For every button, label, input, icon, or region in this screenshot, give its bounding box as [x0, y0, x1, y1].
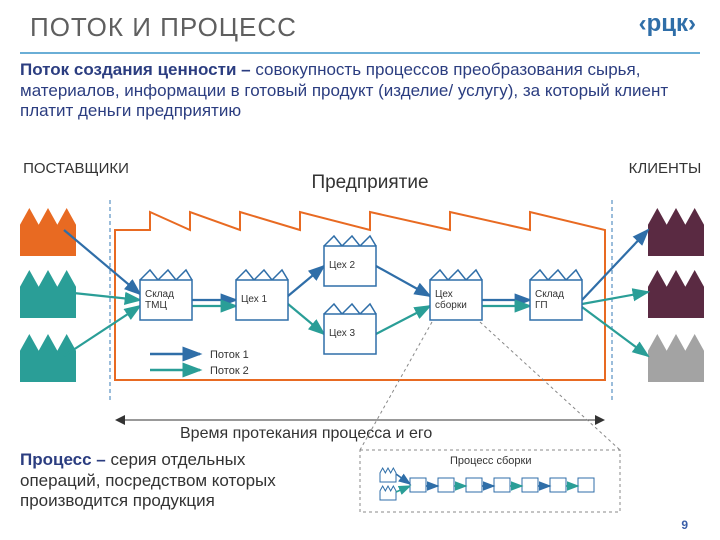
svg-text:Цех 1: Цех 1 — [241, 294, 268, 305]
process-term: Процесс – — [20, 450, 110, 469]
client-factories — [648, 208, 704, 382]
svg-text:Цех 3: Цех 3 — [329, 328, 356, 339]
legend-flow2-label: Поток 2 — [210, 365, 249, 377]
subprocess-nodes — [380, 468, 594, 500]
legend-flow1-label: Поток 1 — [210, 349, 249, 361]
process-nodes: СкладТМЦЦех 1Цех 2Цех 3ЦехсборкиСкладГП — [140, 236, 582, 354]
legend: Поток 1 Поток 2 — [150, 349, 249, 377]
timeline-label: Время протекания процесса и его — [180, 425, 432, 442]
process-definition: Процесс – серия отдельных операций, поср… — [20, 450, 330, 512]
subprocess-label: Процесс сборки — [450, 455, 532, 467]
page-number: 9 — [681, 518, 688, 532]
svg-text:Цех 2: Цех 2 — [329, 260, 356, 271]
callout-line-2 — [480, 322, 620, 450]
